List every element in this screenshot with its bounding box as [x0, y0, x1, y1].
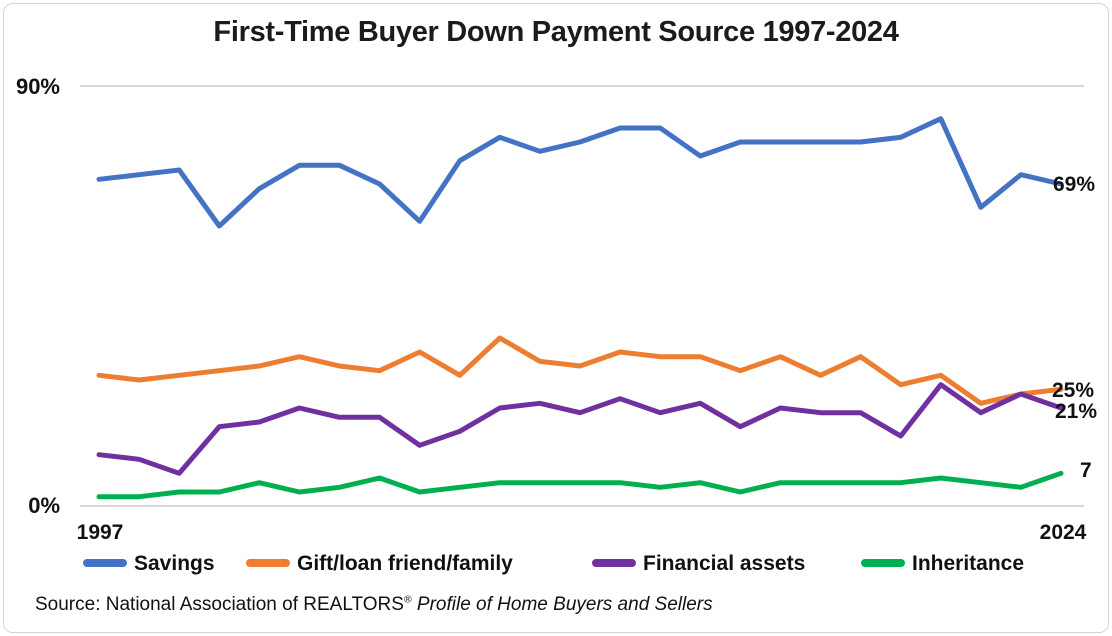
- end-label-savings: 69%: [1053, 173, 1096, 196]
- end-label-financial-assets: 21%: [1055, 400, 1098, 423]
- series-line-0: [96, 116, 1064, 229]
- source-note: Source: National Association of REALTORS…: [35, 593, 713, 618]
- legend: Savings Gift/loan friend/family Financia…: [0, 549, 1112, 577]
- legend-item-savings: Savings: [83, 549, 215, 577]
- legend-item-financial-assets: Financial assets: [592, 549, 805, 577]
- legend-swatch-financial-assets-icon: [592, 559, 636, 567]
- y-axis-label-90: 90%: [15, 74, 60, 99]
- end-label-gift: 25%: [1052, 379, 1095, 402]
- series-line-2: [96, 382, 1064, 476]
- x-axis-end-label: 2024: [1039, 521, 1087, 544]
- legend-swatch-gift-icon: [246, 559, 290, 567]
- legend-label-gift: Gift/loan friend/family: [297, 551, 513, 575]
- legend-swatch-savings-icon: [83, 559, 127, 567]
- legend-item-inheritance: Inheritance: [861, 549, 1024, 577]
- legend-label-savings: Savings: [134, 551, 215, 575]
- y-axis-label-0: 0%: [28, 493, 60, 518]
- series-line-3: [96, 470, 1064, 500]
- legend-swatch-inheritance-icon: [861, 559, 905, 567]
- series-line-1: [96, 335, 1064, 406]
- chart-title: First-Time Buyer Down Payment Source 199…: [213, 16, 899, 48]
- legend-label-financial-assets: Financial assets: [643, 551, 806, 575]
- x-axis-start-label: 1997: [76, 521, 124, 544]
- registered-mark: ®: [403, 594, 412, 606]
- legend-item-gift: Gift/loan friend/family: [246, 549, 513, 577]
- source-publication: Profile of Home Buyers and Sellers: [416, 594, 713, 615]
- legend-label-inheritance: Inheritance: [912, 551, 1025, 575]
- source-prefix: Source: National Association of REALTORS: [35, 594, 404, 615]
- end-label-inheritance: 7: [1080, 459, 1092, 482]
